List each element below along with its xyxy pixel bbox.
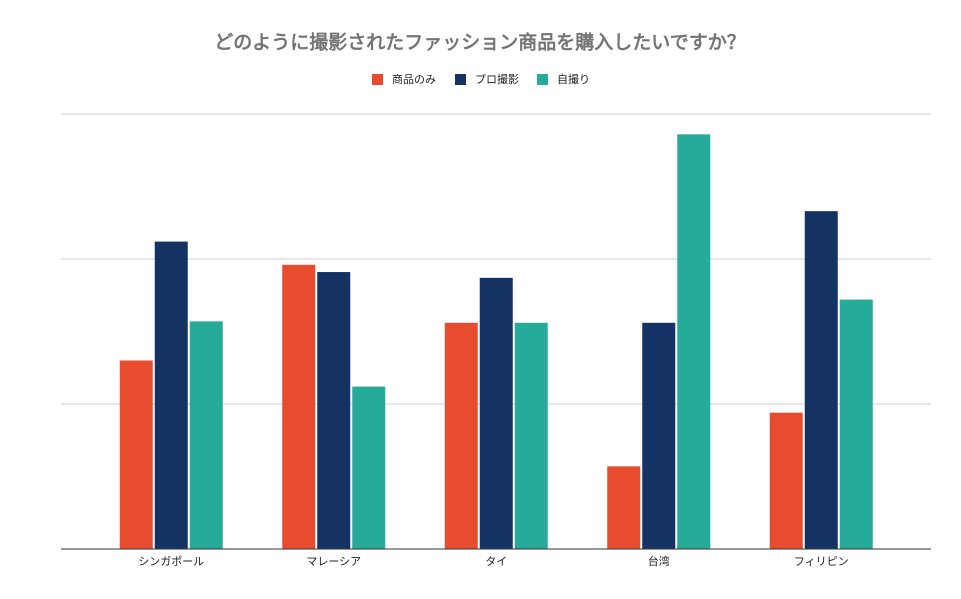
bar [317,272,351,549]
bar [154,241,188,549]
bar [282,264,316,549]
chart-title: どのように撮影されたファッション商品を購入したいですか？ [214,31,745,54]
x-tick-label: フィリピン [794,555,849,568]
bar [444,322,478,549]
bar [769,412,803,549]
bar [607,466,641,549]
bar [189,321,223,549]
legend-label: プロ撮影 [475,72,519,86]
bar [514,322,548,549]
legend-swatch [372,74,383,85]
legend-label: 自撮り [557,72,590,86]
bar [352,386,386,549]
bar [642,322,676,549]
legend-swatch [537,74,548,85]
x-tick-label: シンガポール [138,555,204,568]
x-tick-label: 台湾 [648,554,670,568]
bar [479,277,513,549]
bar [119,360,153,549]
bar [677,134,711,550]
legend-label: 商品のみ [392,72,436,86]
x-tick-label: マレーシア [306,555,361,568]
x-tick-label: タイ [485,555,507,568]
bar [804,211,838,549]
bar [839,299,873,549]
legend-swatch [455,74,466,85]
